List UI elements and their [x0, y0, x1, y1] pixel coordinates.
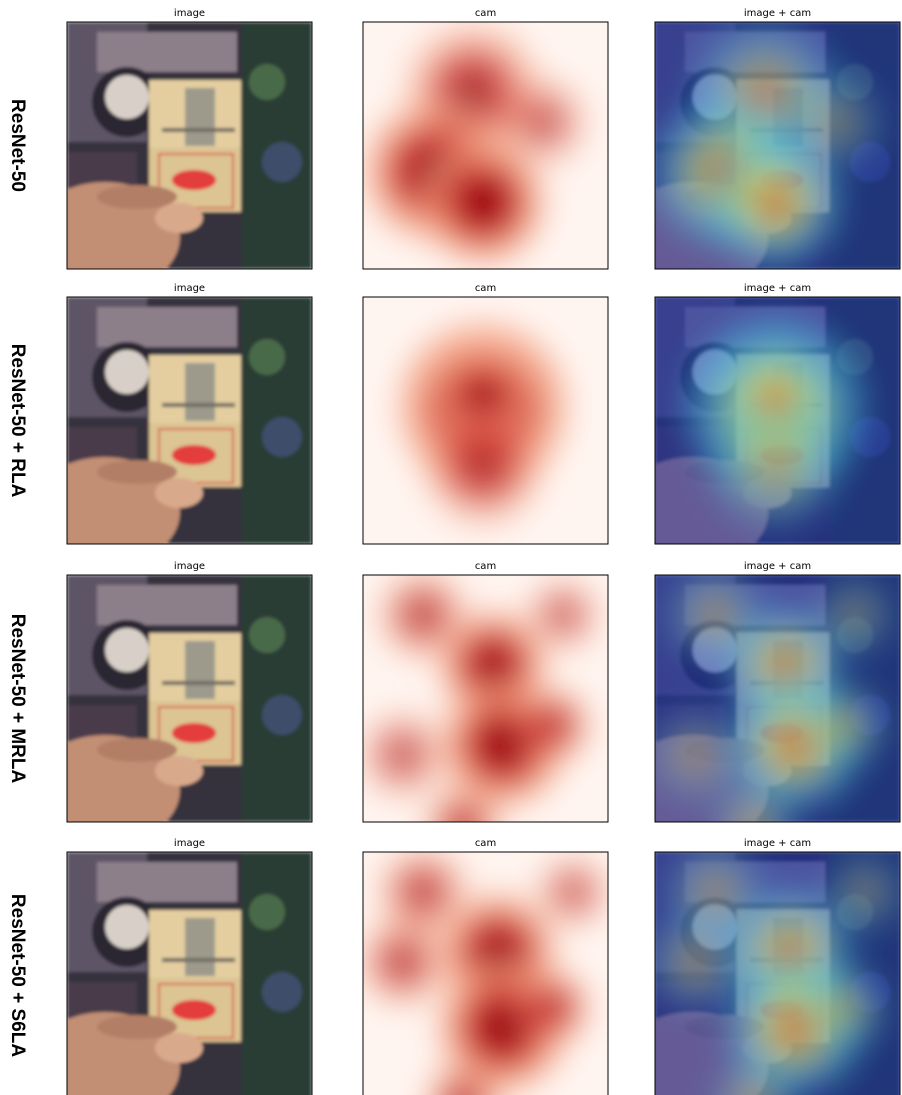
heat-blob: [426, 788, 501, 863]
panel-title: cam: [475, 8, 496, 19]
panel-image: [358, 570, 608, 863]
heat-blob: [820, 107, 850, 137]
row-label: ResNet-50 + RLA: [7, 344, 28, 498]
photo: [30, 852, 312, 1095]
heat-blob: [451, 70, 496, 115]
panel: image: [30, 283, 312, 567]
panel-image: [618, 297, 900, 567]
heat-blob: [768, 648, 803, 683]
row-label: ResNet-50 + S6LA: [7, 894, 28, 1057]
panel-title: image: [174, 8, 205, 19]
heat-blob: [743, 813, 768, 838]
heat-blob: [843, 603, 868, 628]
panel: image: [30, 8, 312, 292]
panel-image: [30, 852, 312, 1095]
panel-image: [30, 575, 312, 845]
row-label: ResNet-50: [7, 99, 28, 192]
heat-blob: [833, 995, 858, 1020]
heat-blob: [700, 877, 730, 907]
heat-blob: [833, 713, 858, 738]
panel: cam: [363, 283, 608, 544]
heat-blob: [408, 877, 438, 907]
panel-title: image: [174, 283, 205, 294]
heat-blob: [408, 600, 438, 630]
panel: image: [30, 838, 312, 1095]
photo: [30, 297, 312, 567]
panel-title: image + cam: [744, 283, 811, 294]
panel: image: [30, 561, 312, 845]
heat-blob: [388, 947, 418, 977]
heat-blob: [755, 447, 795, 487]
panel-title: image: [174, 838, 205, 849]
panel-title: image + cam: [744, 838, 811, 849]
heat-blob: [388, 740, 418, 770]
heat-blob: [700, 600, 730, 630]
panel: cam: [363, 8, 608, 269]
heat-blob: [680, 947, 710, 977]
panel-image: [618, 20, 900, 292]
panel: image + cam: [618, 283, 900, 567]
panel-image: [618, 567, 900, 865]
panel: image + cam: [618, 561, 900, 865]
heat-blob: [541, 995, 566, 1020]
panel-image: [358, 847, 611, 1095]
heat-blob: [476, 648, 511, 683]
heat-blob: [680, 740, 710, 770]
panel: image + cam: [618, 8, 900, 292]
heat-blob: [451, 813, 476, 838]
panel-image: [30, 297, 312, 567]
panel-image: [30, 22, 312, 292]
figure: ResNet-50 image cam image + cam ResNet-50 + …: [0, 0, 902, 1095]
panel-image: [363, 22, 608, 269]
heat-blob: [541, 713, 566, 738]
panel: image + cam: [618, 838, 902, 1095]
heat-blob: [853, 880, 878, 905]
panel-title: image: [174, 561, 205, 572]
panel-title: image + cam: [744, 8, 811, 19]
panel-title: image + cam: [744, 561, 811, 572]
heat-blob: [551, 603, 576, 628]
panel-image: [618, 844, 902, 1095]
heat-blob: [463, 182, 503, 222]
panel-image: [363, 297, 608, 544]
photo: [30, 575, 312, 845]
heat-blob: [528, 107, 558, 137]
panel-title: cam: [475, 283, 496, 294]
heat-blob: [755, 182, 795, 222]
heat-blob: [463, 447, 503, 487]
panel-title: cam: [475, 838, 496, 849]
panel-title: cam: [475, 561, 496, 572]
panel: cam: [358, 561, 608, 863]
row-label: ResNet-50 + MRLA: [7, 614, 28, 784]
heat-blob: [561, 880, 586, 905]
photo: [30, 22, 312, 292]
panel: cam: [358, 838, 611, 1095]
